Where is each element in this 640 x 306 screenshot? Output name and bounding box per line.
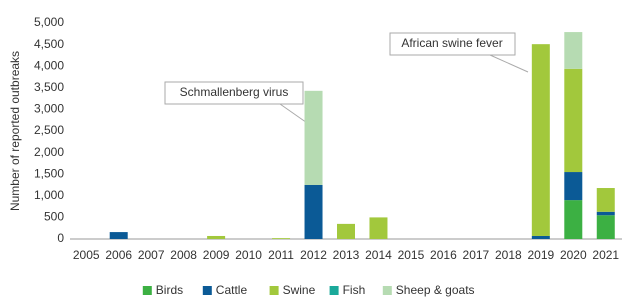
y-tick-label: 4,500 (34, 37, 64, 51)
legend-swatch (269, 286, 279, 295)
annotation: Schmallenberg virus (180, 85, 289, 99)
bar-segment (304, 90, 323, 185)
x-tick-label: 2018 (495, 248, 522, 262)
y-tick-label: 1,500 (34, 166, 64, 180)
bar-segment (531, 44, 550, 236)
bar-segment (304, 185, 323, 239)
y-tick-label: 0 (57, 231, 64, 245)
legend-label: Cattle (216, 283, 248, 297)
x-tick-label: 2009 (203, 248, 230, 262)
y-tick-label: 5,000 (34, 15, 64, 29)
x-tick-label: 2014 (365, 248, 392, 262)
bar-segment (272, 238, 291, 239)
bar-segment (596, 188, 615, 212)
legend-swatch (142, 286, 152, 295)
x-tick-label: 2020 (560, 248, 587, 262)
bar-segment (596, 215, 615, 239)
y-tick-label: 2,500 (34, 123, 64, 137)
y-tick-label: 1,000 (34, 188, 64, 202)
y-tick-label: 2,000 (34, 145, 64, 159)
y-axis-label: Number of reported outbreaks (8, 51, 22, 211)
bar-segment (207, 235, 226, 239)
x-tick-label: 2015 (398, 248, 425, 262)
x-tick-label: 2019 (527, 248, 554, 262)
annotation: African swine fever (401, 36, 502, 50)
legend-label: Sheep & goats (396, 283, 475, 297)
legend-label: Birds (156, 283, 183, 297)
x-tick-label: 2013 (333, 248, 360, 262)
x-tick-label: 2012 (300, 248, 327, 262)
y-tick-label: 500 (44, 210, 64, 224)
x-tick-label: 2017 (463, 248, 490, 262)
y-tick-label: 4,000 (34, 58, 64, 72)
bar-segment (564, 32, 583, 69)
legend-swatch (202, 286, 212, 295)
x-tick-label: 2005 (73, 248, 100, 262)
bar-segment (337, 223, 355, 239)
legend-swatch (382, 286, 392, 295)
legend-label: Swine (283, 283, 316, 297)
bar-segment (596, 211, 615, 216)
bar-segment (564, 172, 583, 201)
x-tick-label: 2008 (170, 248, 197, 262)
bar-segment (564, 200, 583, 239)
bar-segment (531, 235, 550, 239)
x-tick-label: 2011 (268, 248, 294, 262)
y-tick-label: 3,000 (34, 102, 64, 116)
x-tick-label: 2006 (105, 248, 132, 262)
legend-swatch (329, 286, 339, 295)
x-tick-label: 2010 (235, 248, 262, 262)
annotation-box (389, 32, 516, 56)
bar-segment (564, 68, 583, 173)
x-tick-label: 2016 (430, 248, 457, 262)
bar-segment (369, 217, 388, 239)
y-tick-label: 3,500 (34, 80, 64, 94)
x-tick-label: 2007 (138, 248, 165, 262)
annotation-line (489, 54, 529, 73)
annotation-box (164, 81, 304, 105)
x-tick-label: 2021 (592, 248, 619, 262)
bar-segment (109, 232, 128, 239)
legend-label: Fish (343, 283, 366, 297)
